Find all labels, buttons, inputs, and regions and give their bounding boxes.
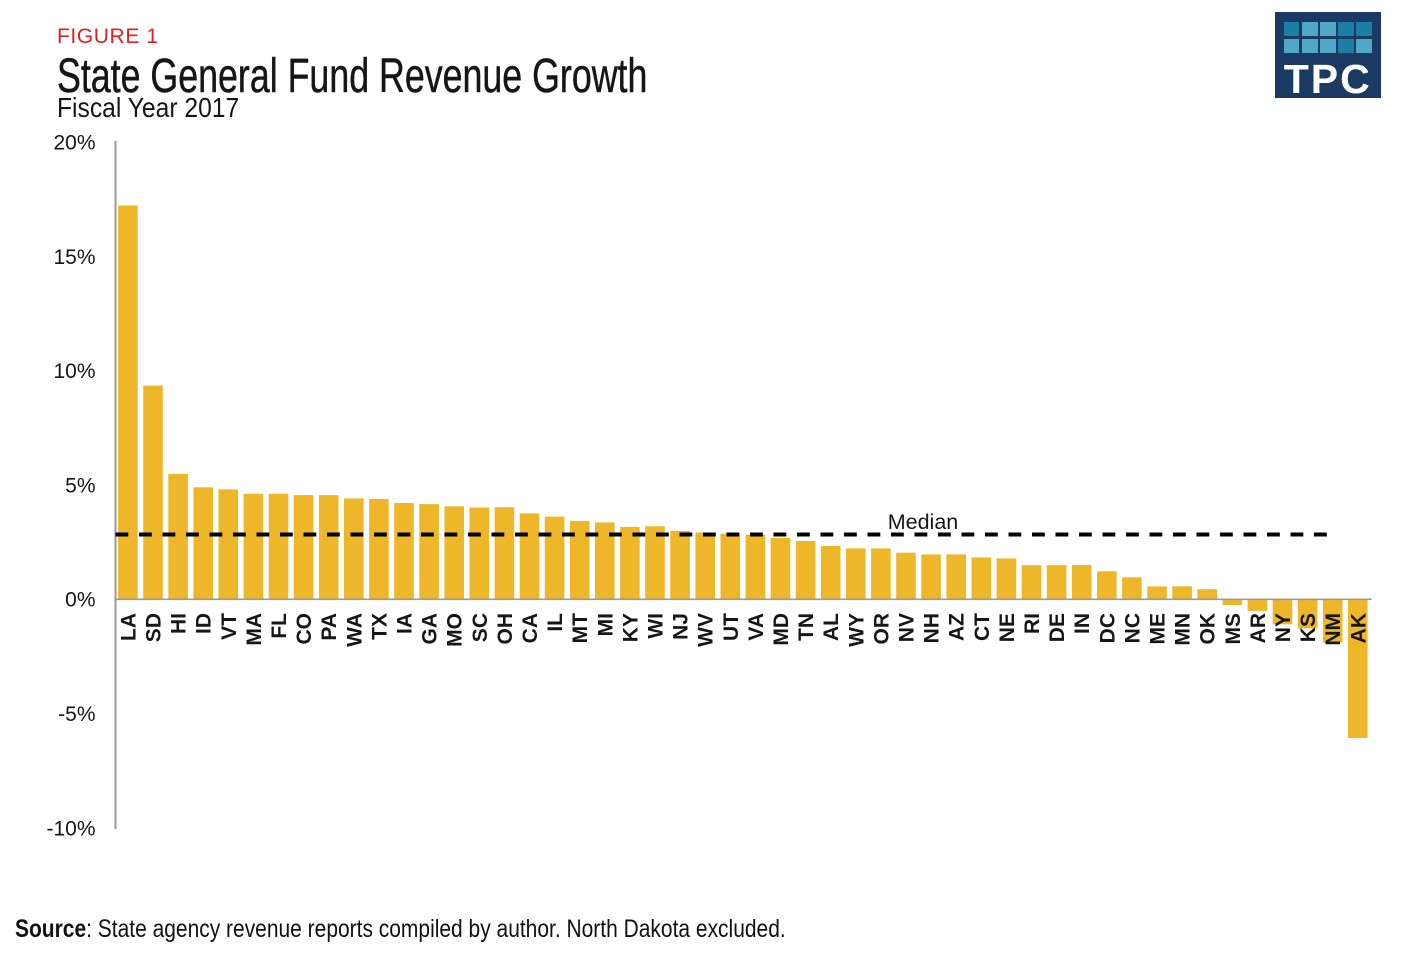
svg-text:MS: MS <box>1222 613 1245 645</box>
svg-text:DE: DE <box>1046 613 1069 642</box>
svg-text:5%: 5% <box>65 474 95 497</box>
svg-text:AL: AL <box>820 613 843 641</box>
svg-text:MI: MI <box>594 613 617 636</box>
svg-text:VT: VT <box>218 613 241 640</box>
svg-text:20%: 20% <box>53 132 95 155</box>
svg-text:VA: VA <box>745 613 768 641</box>
svg-text:ID: ID <box>193 613 216 634</box>
svg-text:IA: IA <box>394 613 417 634</box>
svg-text:NJ: NJ <box>670 613 693 640</box>
svg-text:-10%: -10% <box>46 817 95 840</box>
svg-text:SC: SC <box>469 613 492 642</box>
svg-text:SD: SD <box>143 613 166 642</box>
svg-text:KS: KS <box>1297 613 1320 642</box>
svg-text:TN: TN <box>795 613 818 641</box>
svg-text:TX: TX <box>368 613 391 640</box>
svg-text:MT: MT <box>569 613 592 643</box>
svg-text:WI: WI <box>645 613 668 639</box>
svg-text:HI: HI <box>168 613 191 634</box>
svg-text:OK: OK <box>1197 613 1220 645</box>
svg-text:NY: NY <box>1272 613 1295 642</box>
svg-text:NV: NV <box>896 613 919 642</box>
svg-text:OH: OH <box>494 613 517 645</box>
svg-text:AK: AK <box>1347 613 1370 643</box>
svg-text:MN: MN <box>1172 613 1195 646</box>
svg-text:CO: CO <box>293 613 316 645</box>
svg-text:WY: WY <box>845 613 868 647</box>
svg-text:LA: LA <box>117 613 140 641</box>
svg-text:WV: WV <box>695 613 718 647</box>
svg-text:GA: GA <box>419 613 442 645</box>
svg-text:10%: 10% <box>53 360 95 383</box>
svg-text:NH: NH <box>921 613 944 643</box>
svg-text:IL: IL <box>544 613 567 632</box>
svg-text:-5%: -5% <box>58 703 95 726</box>
svg-text:RI: RI <box>1021 613 1044 634</box>
svg-text:MO: MO <box>444 613 467 647</box>
svg-text:MD: MD <box>770 613 793 646</box>
svg-text:NC: NC <box>1121 613 1144 643</box>
svg-text:IN: IN <box>1071 613 1094 634</box>
svg-text:DC: DC <box>1096 613 1119 643</box>
svg-text:AR: AR <box>1247 613 1270 643</box>
svg-text:WA: WA <box>343 613 366 647</box>
svg-text:FL: FL <box>268 613 291 639</box>
svg-text:CA: CA <box>519 613 542 643</box>
svg-text:UT: UT <box>720 613 743 641</box>
svg-text:AZ: AZ <box>946 613 969 641</box>
svg-text:NM: NM <box>1322 613 1345 646</box>
svg-text:NE: NE <box>996 613 1019 642</box>
svg-text:Median: Median <box>888 510 959 534</box>
svg-text:0%: 0% <box>65 589 95 612</box>
svg-text:MA: MA <box>243 613 266 646</box>
svg-text:OR: OR <box>870 613 893 645</box>
svg-text:15%: 15% <box>53 246 95 269</box>
svg-text:PA: PA <box>318 613 341 641</box>
svg-text:CT: CT <box>971 613 994 641</box>
svg-text:ME: ME <box>1147 613 1170 645</box>
svg-text:KY: KY <box>619 613 642 642</box>
